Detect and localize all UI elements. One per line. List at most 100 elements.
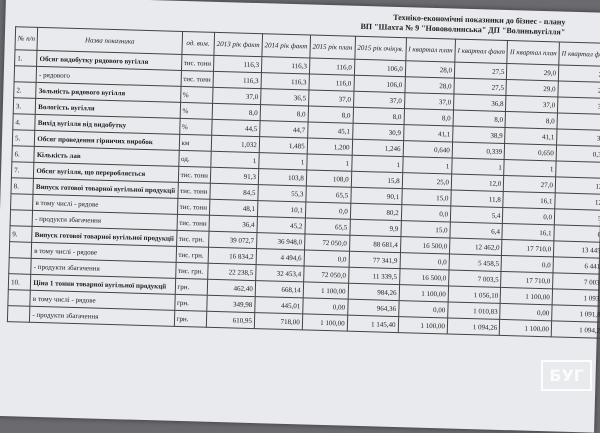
table-cell: км bbox=[178, 134, 212, 152]
table-cell: 17 710,0 bbox=[500, 271, 553, 289]
table-cell: 11 339,5 bbox=[348, 267, 400, 285]
table-cell: 116,0 bbox=[309, 58, 355, 76]
table-cell bbox=[7, 305, 31, 323]
table-cell: 88 681,4 bbox=[349, 235, 401, 253]
table-cell: 116,0 bbox=[308, 73, 355, 92]
table-cell: 16 500,0 bbox=[400, 236, 450, 254]
column-header: 2015 рік план bbox=[309, 35, 356, 60]
table-cell: 106,0 bbox=[354, 59, 406, 77]
column-header: № п/п bbox=[15, 26, 38, 51]
table-cell: 44,5 bbox=[211, 119, 260, 137]
table-cell: 91,3 bbox=[210, 167, 259, 185]
table-cell bbox=[8, 257, 32, 275]
table-cell bbox=[10, 209, 33, 227]
table-cell: 45,1 bbox=[307, 121, 353, 140]
table-cell: 1 093,1 bbox=[552, 288, 600, 307]
column-header: од. вим. bbox=[181, 31, 215, 56]
table-cell: 77 341,9 bbox=[348, 251, 401, 269]
table-cell: 3. bbox=[13, 97, 36, 115]
table-cell: 9. bbox=[9, 225, 33, 243]
table-cell: 29,0 bbox=[506, 63, 559, 81]
table-cell: 1 091,83 bbox=[551, 304, 600, 323]
table-cell: тис. тонн bbox=[177, 182, 211, 200]
table-cell: 1 100,00 bbox=[500, 287, 553, 305]
table-cell: 116,3 bbox=[261, 56, 310, 74]
table-cell: 26,0 bbox=[557, 80, 600, 99]
table-cell: 90,1 bbox=[350, 187, 402, 205]
table-cell: 41,1 bbox=[504, 127, 558, 145]
table-cell: 37,0 bbox=[308, 89, 354, 108]
table-cell: 16 500,0 bbox=[399, 268, 449, 286]
table-cell: 27,0 bbox=[503, 175, 556, 193]
table-cell: 13 445,3 bbox=[553, 240, 600, 259]
table-cell: 0,0 bbox=[303, 249, 350, 268]
table-cell: 48,1 bbox=[209, 199, 258, 217]
table-cell: % bbox=[179, 102, 213, 120]
table-cell: 26,0 bbox=[558, 64, 600, 83]
table-cell: 610,95 bbox=[206, 311, 255, 329]
table-cell: 39 072,7 bbox=[208, 231, 257, 249]
indicators-table: № п/п Назва показника од. вим. 2013 рік фак… bbox=[7, 26, 600, 339]
table-cell: 8. bbox=[10, 177, 34, 195]
table-cell: 2. bbox=[13, 81, 37, 99]
table-cell: 116,3 bbox=[213, 55, 262, 73]
table-cell: 0,650 bbox=[504, 143, 557, 161]
table-cell: грн. bbox=[173, 310, 207, 328]
table-cell: 0,0 bbox=[399, 252, 450, 270]
column-header: 2013 рік факт bbox=[213, 32, 263, 57]
table-cell: 29,0 bbox=[506, 79, 559, 97]
table-cell: 36 948,0 bbox=[256, 232, 305, 250]
table-cell: тис. тонн bbox=[177, 166, 211, 184]
table-cell: 1. bbox=[14, 49, 38, 67]
table-cell: 1 bbox=[504, 159, 557, 177]
table-cell: 1,485 bbox=[259, 136, 308, 154]
table-cell: 15,0 bbox=[401, 188, 452, 207]
table-cell: 4. bbox=[12, 113, 36, 131]
table-cell: 36,4 bbox=[208, 215, 258, 233]
table-cell: 984,26 bbox=[347, 283, 400, 301]
table-cell: тис. грн. bbox=[176, 230, 209, 248]
table-cell: 72 050,0 bbox=[304, 233, 350, 252]
table-cell: 15,0 bbox=[400, 220, 451, 238]
table-cell: 72 050,0 bbox=[303, 265, 349, 284]
table-cell: 8,0 bbox=[307, 105, 354, 124]
table-cell: 15,8 bbox=[350, 171, 403, 189]
table-cell: 1 bbox=[555, 160, 600, 179]
table-cell: 116,3 bbox=[212, 71, 262, 89]
table-cell: тис. грн. bbox=[175, 246, 209, 264]
table-cell: 12,5 bbox=[555, 176, 600, 195]
table-cell: 11,8 bbox=[450, 190, 504, 208]
table-cell: 0,00 bbox=[500, 303, 553, 321]
table-cell: 6 441,8 bbox=[552, 256, 600, 275]
table-cell: 0,339 bbox=[452, 142, 505, 160]
table-cell: 718,00 bbox=[254, 312, 303, 330]
table-cell: 7 003,5 bbox=[448, 269, 502, 288]
table-cell: 37,0 bbox=[557, 96, 600, 115]
table-cell: 8,0 bbox=[212, 103, 261, 121]
table-cell: 1,200 bbox=[307, 137, 353, 156]
table-cell: 5 458,5 bbox=[448, 253, 502, 272]
table-cell: 12 462,0 bbox=[449, 237, 503, 256]
table-cell: 7. bbox=[11, 161, 35, 179]
table-cell: грн. bbox=[174, 278, 208, 296]
table-cell: 8,0 bbox=[452, 110, 506, 128]
column-header: ІІ квартал факт bbox=[558, 41, 600, 67]
table-cell: 6,4 bbox=[553, 224, 600, 243]
table-cell: 4 494,6 bbox=[255, 248, 305, 266]
table-cell: 22 238,5 bbox=[207, 263, 256, 281]
table-cell: 37,0 bbox=[404, 92, 454, 111]
table-cell: 28,0 bbox=[405, 60, 455, 79]
table-cell: 1 bbox=[306, 153, 352, 172]
watermark: БУГ bbox=[541, 360, 592, 391]
table-cell: од. bbox=[178, 150, 212, 168]
table-cell: 44,7 bbox=[259, 120, 308, 138]
table-cell: 668,14 bbox=[255, 280, 304, 298]
table-cell: 1 056,10 bbox=[448, 285, 501, 304]
table-cell: 10. bbox=[8, 273, 32, 291]
table-cell: 462,40 bbox=[207, 279, 256, 297]
table-cell bbox=[7, 289, 31, 307]
table-cell: 5. bbox=[12, 129, 36, 147]
table-cell: 0,0 bbox=[501, 255, 554, 273]
